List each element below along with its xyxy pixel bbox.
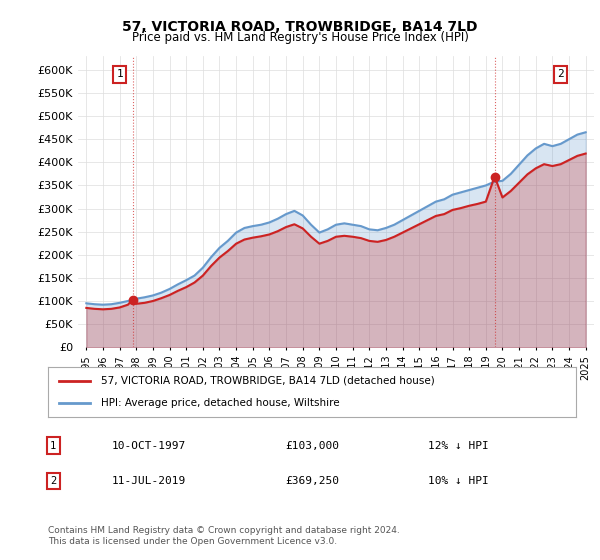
Text: 10% ↓ HPI: 10% ↓ HPI — [428, 476, 489, 486]
Text: 1: 1 — [116, 69, 123, 80]
Text: 2: 2 — [557, 69, 564, 80]
Text: 12% ↓ HPI: 12% ↓ HPI — [428, 441, 489, 451]
Text: 57, VICTORIA ROAD, TROWBRIDGE, BA14 7LD: 57, VICTORIA ROAD, TROWBRIDGE, BA14 7LD — [122, 20, 478, 34]
Text: Price paid vs. HM Land Registry's House Price Index (HPI): Price paid vs. HM Land Registry's House … — [131, 31, 469, 44]
Text: 1: 1 — [50, 441, 56, 451]
Text: 2: 2 — [50, 476, 56, 486]
Text: £369,250: £369,250 — [286, 476, 340, 486]
Text: HPI: Average price, detached house, Wiltshire: HPI: Average price, detached house, Wilt… — [101, 398, 340, 408]
Text: 11-JUL-2019: 11-JUL-2019 — [112, 476, 185, 486]
Text: 57, VICTORIA ROAD, TROWBRIDGE, BA14 7LD (detached house): 57, VICTORIA ROAD, TROWBRIDGE, BA14 7LD … — [101, 376, 434, 386]
Text: £103,000: £103,000 — [286, 441, 340, 451]
Text: Contains HM Land Registry data © Crown copyright and database right 2024.
This d: Contains HM Land Registry data © Crown c… — [48, 526, 400, 546]
Text: 10-OCT-1997: 10-OCT-1997 — [112, 441, 185, 451]
